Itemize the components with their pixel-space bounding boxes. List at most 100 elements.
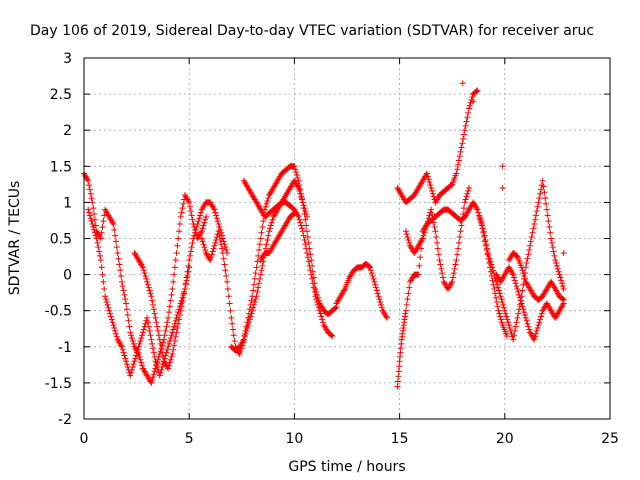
data-point [395,368,402,375]
data-point [152,358,159,365]
data-point [328,332,335,339]
data-point [516,291,523,298]
data-point [496,310,503,317]
data-point [298,225,305,232]
data-point [453,257,460,264]
data-point [249,307,256,314]
data-point [486,255,493,262]
data-point [112,232,119,239]
data-point [100,278,107,285]
data-point [462,196,469,203]
y-tick-label: 1 [63,195,72,211]
data-point [518,264,525,271]
data-point [176,312,183,319]
data-point [223,247,230,254]
data-point [294,212,301,219]
data-point [251,281,258,288]
data-point [98,264,105,271]
data-point [559,280,566,287]
data-point [258,267,265,274]
data-point [549,244,556,251]
data-point [304,249,311,256]
data-point [404,296,411,303]
data-point [421,229,428,236]
data-point [531,221,538,228]
data-point [455,239,462,246]
data-point [164,346,171,353]
y-tick-label: 1.5 [50,159,72,175]
data-point [456,234,463,241]
data-point [228,314,235,321]
data-point [133,352,140,359]
data-point [154,364,161,371]
data-point [295,213,302,220]
data-point [110,221,117,228]
data-point [520,270,527,277]
data-point [303,210,310,217]
data-point [101,286,108,293]
data-point [123,358,130,365]
data-point [118,343,125,350]
data-point [304,254,311,261]
data-point [123,361,130,368]
data-point [402,228,409,235]
data-point [224,286,231,293]
data-point [172,317,179,324]
data-point [171,264,178,271]
data-point [433,234,440,241]
data-point [157,369,164,376]
data-point [122,355,129,362]
data-point [183,274,190,281]
data-point [516,294,523,301]
data-point [222,267,229,274]
data-point [366,263,373,270]
data-point [542,195,549,202]
data-point [511,327,518,334]
data-point [210,205,217,212]
data-point [187,248,194,255]
data-point [420,232,427,239]
data-point [137,356,144,363]
data-point [439,274,446,281]
data-point [318,313,325,320]
data-point [438,265,445,272]
data-point [470,98,477,105]
data-point [537,190,544,197]
data-point [85,177,92,184]
data-point [403,231,410,238]
data-point [150,301,157,308]
data-point [185,262,192,269]
data-point [429,187,436,194]
data-point [103,299,110,306]
data-point [451,265,458,272]
data-point [435,251,442,258]
data-point [512,323,519,330]
data-point [254,288,261,295]
data-point [244,325,251,332]
data-point [145,284,152,291]
data-point [423,223,430,230]
data-point [436,257,443,264]
data-point [501,307,508,314]
data-point [543,200,550,207]
data-point [127,329,134,336]
data-point [176,221,183,228]
data-point [97,257,104,264]
x-tick-label: 10 [285,431,303,447]
data-point [248,310,255,317]
data-point [532,216,539,223]
data-point [229,326,236,333]
data-point [485,252,492,259]
data-point [537,186,544,193]
data-point [115,255,122,262]
data-point [144,278,151,285]
data-point [523,260,530,267]
data-point [166,338,173,345]
data-point [255,252,262,259]
data-point [418,236,425,243]
data-point [373,284,380,291]
data-point [96,248,103,255]
data-point [172,333,179,340]
data-point [259,223,266,230]
data-point [91,229,98,236]
